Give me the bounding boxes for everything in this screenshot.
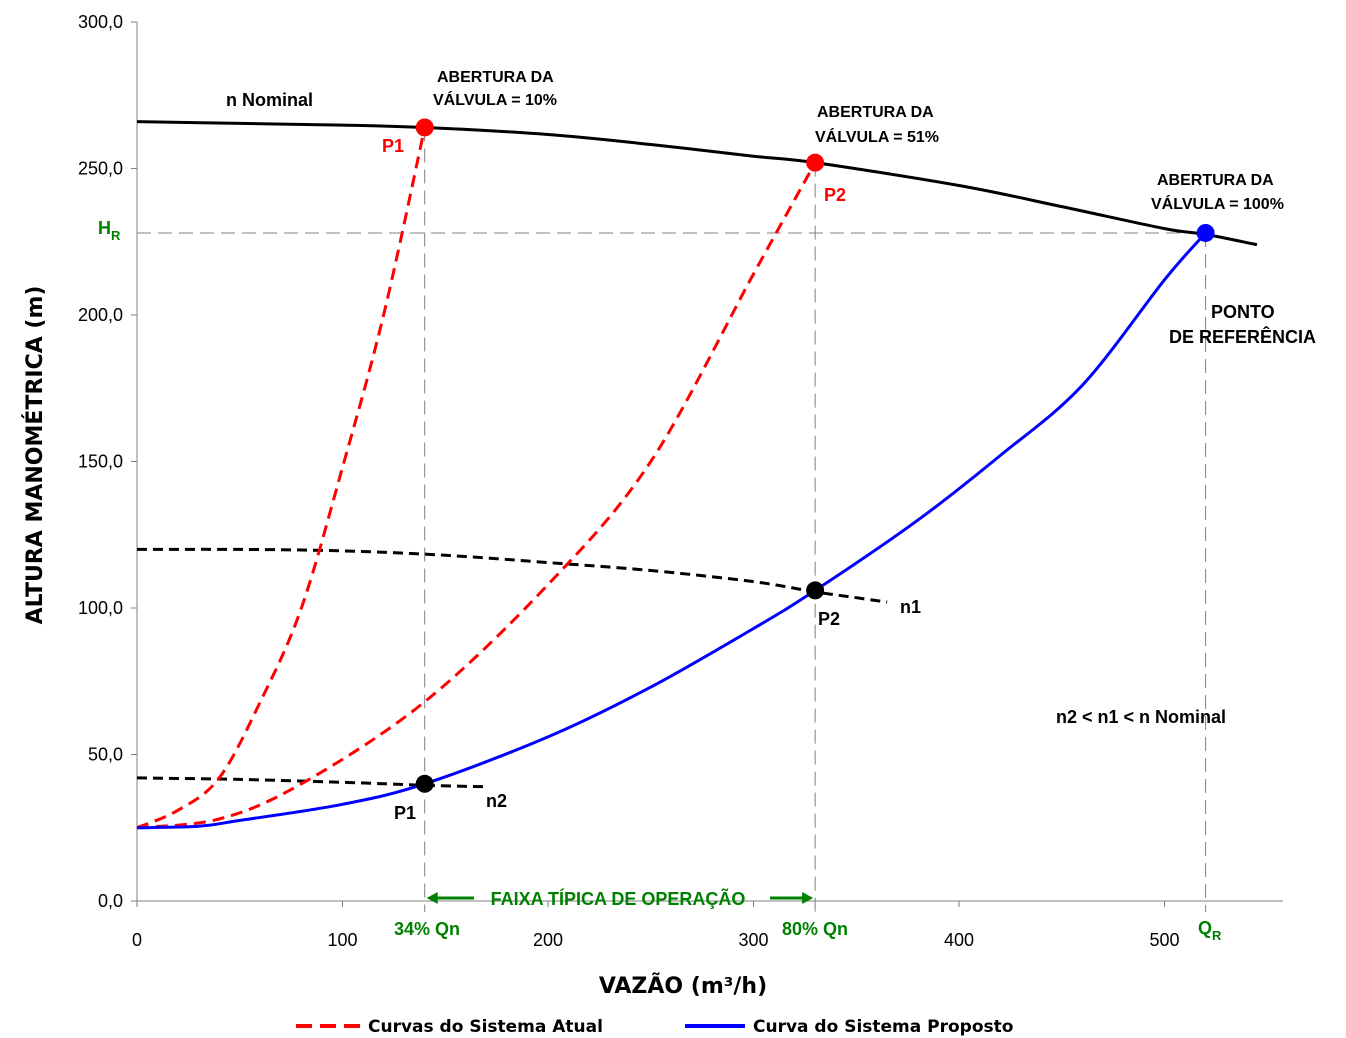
valve10-label-line1: ABERTURA DA: [437, 69, 554, 86]
series-line-0: [136, 120, 1258, 247]
x-tick-label: 500: [1149, 930, 1179, 950]
n2-label: n2: [486, 791, 507, 811]
y-tick-label: 250,0: [78, 159, 123, 179]
y-tick-label: 0,0: [98, 891, 123, 911]
qn80-label: 80% Qn: [782, 919, 848, 939]
y-tick-label: 50,0: [88, 745, 123, 765]
series-layer: [136, 120, 1258, 830]
p1-red-label: P1: [382, 136, 404, 156]
operating-range-arrow: [426, 892, 814, 904]
p2-red-label: P2: [824, 185, 846, 205]
reference-lines: [137, 127, 1207, 912]
series-line-4: [136, 161, 817, 830]
reference-point-line1: PONTO: [1211, 302, 1275, 322]
x-tick-label: 400: [944, 930, 974, 950]
y-axis-title: ALTURA MANOMÉTRICA (m): [22, 286, 48, 625]
y-tick-label: 200,0: [78, 305, 123, 325]
ticks: 0,0 50,0 100,0 150,0 200,0 250,0 300,0 0 100 200 3…: [78, 12, 1180, 950]
series-line-1: [136, 547, 888, 604]
operating-range-label: FAIXA TÍPICA DE OPERAÇÃO: [491, 888, 746, 909]
x-tick-label: 200: [533, 930, 563, 950]
valve51-label-line1: ABERTURA DA: [817, 104, 934, 121]
qr-label: QR: [1198, 918, 1222, 943]
range-arrow-right-head: [802, 892, 814, 904]
points-layer: [415, 118, 1215, 793]
y-tick-label: 150,0: [78, 452, 123, 472]
series-line-3: [136, 127, 427, 830]
legend: Curvas do Sistema Atual Curva do Sistema…: [296, 1017, 1013, 1037]
series-line-5: [136, 232, 1207, 830]
legend-label-proposto: Curva do Sistema Proposto: [753, 1017, 1013, 1037]
n1-label: n1: [900, 597, 921, 617]
x-tick-label: 300: [738, 930, 768, 950]
p2-black-label: P2: [818, 609, 840, 629]
operating-point-0: [415, 118, 434, 137]
operating-point-3: [806, 581, 825, 600]
x-tick-label: 0: [132, 930, 142, 950]
p1-black-label: P1: [394, 803, 416, 823]
series-line-2: [136, 776, 487, 789]
operating-point-1: [806, 153, 825, 172]
x-axis-title: VAZÃO (m³/h): [599, 973, 767, 999]
hr-label: HR: [98, 218, 121, 243]
range-arrow-left-head: [426, 892, 438, 904]
y-tick-label: 100,0: [78, 598, 123, 618]
y-tick-label: 300,0: [78, 12, 123, 32]
valve100-label-line2: VÁLVULA = 100%: [1151, 194, 1284, 213]
operating-point-4: [415, 774, 434, 793]
n-nominal-label: n Nominal: [226, 90, 313, 110]
speed-relation-label: n2 < n1 < n Nominal: [1056, 707, 1226, 727]
x-tick-label: 100: [327, 930, 357, 950]
valve100-label-line1: ABERTURA DA: [1157, 172, 1274, 189]
valve10-label-line2: VÁLVULA = 10%: [433, 90, 557, 109]
legend-label-atual: Curvas do Sistema Atual: [368, 1017, 603, 1037]
operating-point-2: [1196, 223, 1215, 242]
reference-point-line2: DE REFERÊNCIA: [1169, 326, 1316, 347]
valve51-label-line2: VÁLVULA = 51%: [815, 127, 939, 146]
qn34-label: 34% Qn: [394, 919, 460, 939]
